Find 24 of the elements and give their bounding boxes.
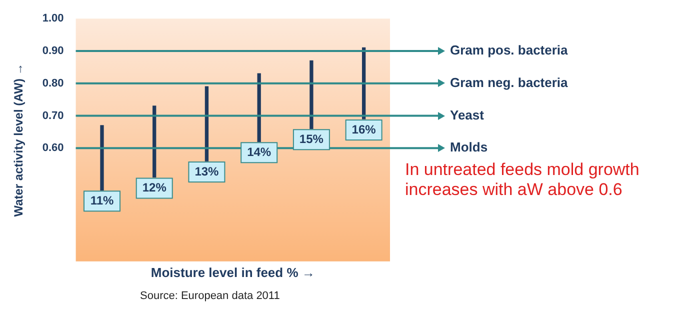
bar (204, 86, 209, 162)
ref-line-label: Yeast (450, 107, 485, 122)
x-tick-label: 16% (352, 122, 376, 136)
text: In untreated feeds mold growth increases with aW above 0.6 (405, 160, 640, 200)
ref-line-label: Gram pos. bacteria (450, 42, 569, 58)
source-note: Source: European data 2011 (140, 290, 280, 302)
bar (100, 125, 104, 191)
y-tick-label: 1.00 (42, 12, 64, 25)
x-tick-label: 12% (142, 180, 167, 195)
bar (257, 73, 261, 142)
y-tick-label: 0.60 (42, 142, 64, 154)
y-tick-label: 0.80 (42, 77, 64, 90)
y-tick-label: 0.70 (42, 110, 64, 122)
y-tick-label: 0.90 (42, 45, 64, 58)
x-tick-label: 14% (247, 144, 272, 159)
x-tick-label: 11% (90, 193, 114, 208)
ref-line-label: Gram neg. bacteria (450, 74, 569, 90)
bar (310, 60, 314, 129)
bar (152, 106, 156, 178)
x-tick-label: 13% (194, 164, 220, 178)
y-axis-title: Water activity level (AW) → (12, 63, 26, 217)
x-axis-title: Moisture level in feed % → (150, 264, 315, 280)
x-tick-label: 15% (299, 132, 324, 146)
ref-line-label: Molds (450, 140, 488, 155)
